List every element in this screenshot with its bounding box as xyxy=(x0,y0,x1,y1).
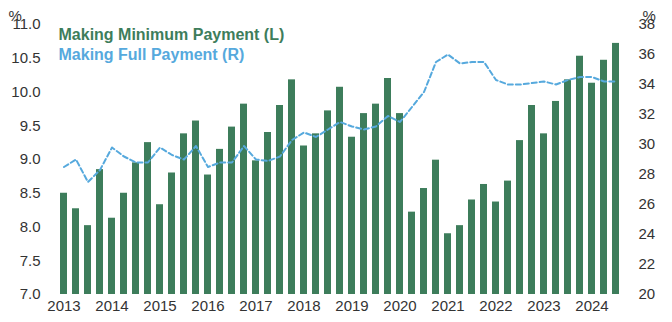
svg-text:2016: 2016 xyxy=(191,297,224,314)
svg-text:22: 22 xyxy=(639,255,656,272)
svg-text:36: 36 xyxy=(639,45,656,62)
svg-text:9.0: 9.0 xyxy=(20,150,41,167)
svg-text:2013: 2013 xyxy=(47,297,80,314)
svg-text:28: 28 xyxy=(639,165,656,182)
svg-text:%: % xyxy=(9,7,22,24)
svg-text:10.0: 10.0 xyxy=(11,83,40,100)
svg-text:8.0: 8.0 xyxy=(20,218,41,235)
svg-text:10.5: 10.5 xyxy=(11,49,40,66)
svg-text:24: 24 xyxy=(639,225,656,242)
svg-text:2018: 2018 xyxy=(287,297,320,314)
svg-text:2023: 2023 xyxy=(527,297,560,314)
svg-text:8.5: 8.5 xyxy=(20,184,41,201)
svg-text:7.0: 7.0 xyxy=(20,285,41,302)
svg-text:2022: 2022 xyxy=(479,297,512,314)
svg-text:20: 20 xyxy=(639,285,656,302)
svg-text:2019: 2019 xyxy=(335,297,368,314)
svg-text:30: 30 xyxy=(639,135,656,152)
svg-text:2020: 2020 xyxy=(383,297,416,314)
svg-text:7.5: 7.5 xyxy=(20,252,41,269)
svg-text:2024: 2024 xyxy=(575,297,608,314)
svg-text:32: 32 xyxy=(639,105,656,122)
svg-text:9.5: 9.5 xyxy=(20,117,41,134)
svg-text:2017: 2017 xyxy=(239,297,272,314)
svg-text:Making Full Payment (R): Making Full Payment (R) xyxy=(59,46,245,63)
svg-text:2015: 2015 xyxy=(143,297,176,314)
svg-text:2021: 2021 xyxy=(431,297,464,314)
svg-text:2014: 2014 xyxy=(95,297,128,314)
svg-text:Making Minimum Payment (L): Making Minimum Payment (L) xyxy=(59,26,285,43)
svg-text:34: 34 xyxy=(639,75,656,92)
svg-text:%: % xyxy=(643,7,656,24)
svg-text:26: 26 xyxy=(639,195,656,212)
svg-text:11.0: 11.0 xyxy=(12,15,41,33)
